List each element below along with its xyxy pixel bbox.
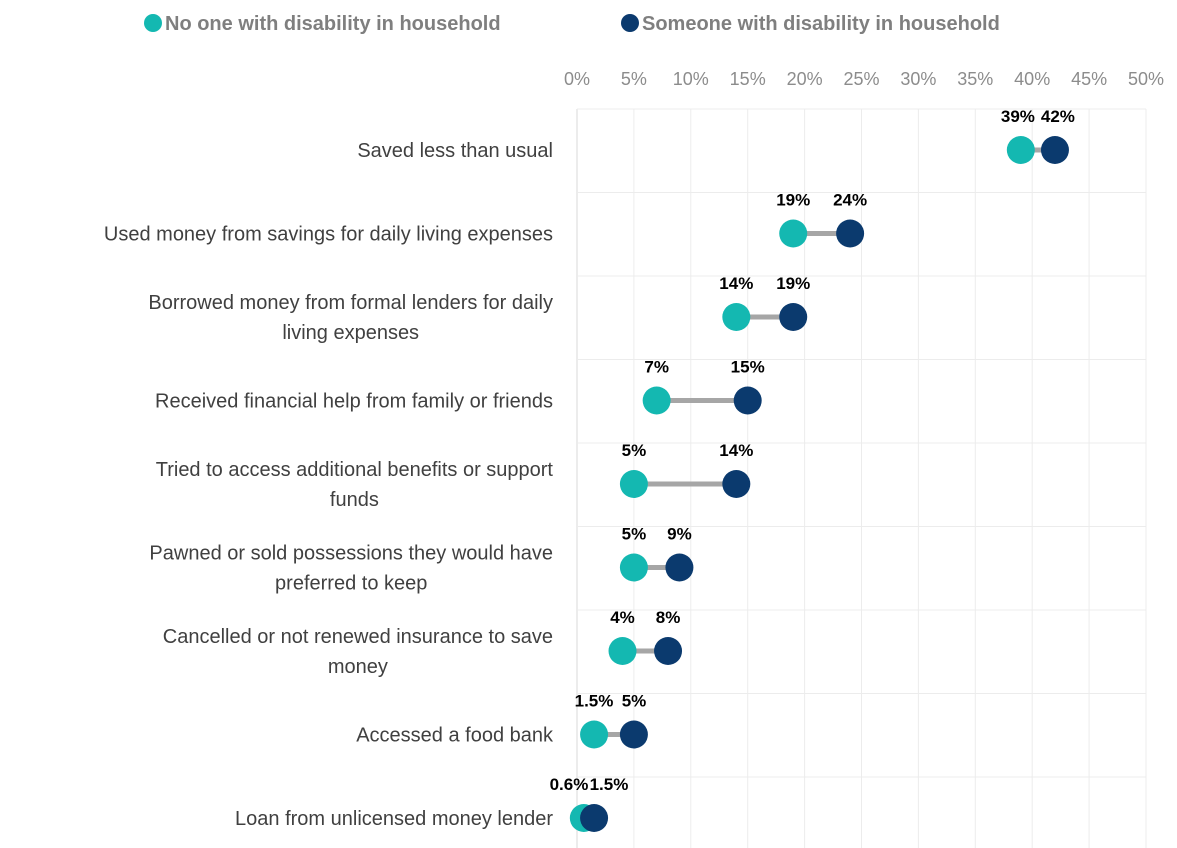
value-label-no-disability: 19% [776, 191, 810, 210]
gridlines [576, 108, 1147, 848]
point-no-disability [722, 303, 751, 331]
category-label: Borrowed money from formal lenders for d… [148, 292, 553, 344]
category-label-line: Cancelled or not renewed insurance to sa… [163, 626, 553, 648]
legend-label-2: Someone with disability in household [642, 13, 1000, 35]
point-no-disability [619, 470, 648, 498]
point-no-disability [580, 720, 609, 749]
category-label-line: money [328, 656, 388, 678]
value-label-with-disability: 1.5% [590, 775, 629, 794]
category-label: Pawned or sold possessions they would ha… [149, 543, 553, 595]
category-label-line: Accessed a food bank [356, 725, 554, 747]
x-tick-label: 0% [564, 69, 590, 89]
category-label-line: Saved less than usual [357, 140, 553, 162]
point-no-disability [779, 219, 808, 248]
x-tick-label: 40% [1014, 69, 1050, 89]
category-label: Saved less than usual [357, 140, 553, 162]
value-label-with-disability: 24% [833, 191, 867, 210]
x-tick-label: 30% [900, 69, 936, 89]
value-label-with-disability: 5% [622, 692, 647, 711]
point-with-disability [580, 804, 609, 832]
value-label-no-disability: 39% [1001, 107, 1035, 126]
value-label-no-disability: 0.6% [550, 775, 589, 794]
value-label-with-disability: 14% [719, 441, 753, 460]
x-tick-label: 15% [730, 69, 766, 89]
x-tick-label: 5% [621, 69, 647, 89]
point-with-disability [665, 553, 694, 582]
category-label-line: Used money from savings for daily living… [104, 224, 553, 246]
category-label: Cancelled or not renewed insurance to sa… [163, 626, 553, 678]
value-label-with-disability: 42% [1041, 107, 1075, 126]
point-no-disability [608, 637, 637, 665]
value-label-no-disability: 4% [610, 608, 635, 627]
value-label-no-disability: 1.5% [575, 692, 614, 711]
value-label-no-disability: 5% [622, 441, 647, 460]
point-no-disability [619, 553, 648, 582]
point-with-disability [722, 470, 751, 498]
legend-marker-2 [621, 14, 639, 32]
value-label-no-disability: 5% [622, 525, 647, 544]
x-tick-label: 20% [787, 69, 823, 89]
x-tick-label: 50% [1128, 69, 1164, 89]
category-label-line: Received financial help from family or f… [155, 391, 553, 413]
data-value-labels: 39% 42% 19% 24% 14% 19% 7% 15% 5% 14% 5% 9% 4% 8% 1.5%… [550, 107, 1075, 794]
value-label-no-disability: 7% [644, 358, 669, 377]
value-label-with-disability: 8% [656, 608, 681, 627]
category-label: Received financial help from family or f… [155, 391, 553, 413]
category-labels: Saved less than usual Used money from sav… [104, 140, 554, 830]
point-with-disability [836, 219, 865, 248]
point-no-disability [1006, 136, 1035, 164]
category-label-line: Tried to access additional benefits or s… [156, 459, 554, 481]
point-with-disability [619, 720, 648, 749]
point-with-disability [654, 637, 683, 665]
x-tick-label: 45% [1071, 69, 1107, 89]
value-label-with-disability: 19% [776, 274, 810, 293]
category-label-line: preferred to keep [275, 573, 427, 595]
category-label-line: living expenses [282, 322, 419, 344]
legend-label-1: No one with disability in household [165, 13, 501, 35]
point-with-disability [733, 386, 762, 415]
point-no-disability [642, 386, 671, 415]
legend-marker-1 [144, 14, 162, 32]
x-tick-label: 25% [843, 69, 879, 89]
category-label-line: Loan from unlicensed money lender [235, 808, 553, 830]
category-label: Accessed a food bank [356, 725, 554, 747]
point-with-disability [1040, 136, 1069, 164]
category-label: Loan from unlicensed money lender [235, 808, 553, 830]
data-points [569, 136, 1069, 832]
category-label-line: funds [330, 489, 379, 511]
category-label-line: Borrowed money from formal lenders for d… [148, 292, 553, 314]
connector-lines [583, 147, 1055, 821]
value-label-with-disability: 15% [731, 358, 765, 377]
category-label: Used money from savings for daily living… [104, 224, 553, 246]
category-label: Tried to access additional benefits or s… [156, 459, 554, 511]
category-label-line: Pawned or sold possessions they would ha… [149, 543, 553, 565]
value-label-no-disability: 14% [719, 274, 753, 293]
x-axis-tick-labels: 0% 5% 10% 15% 20% 25% 30% 35% 40% 45% 50% [564, 69, 1164, 89]
value-label-with-disability: 9% [667, 525, 692, 544]
x-tick-label: 10% [673, 69, 709, 89]
x-tick-label: 35% [957, 69, 993, 89]
legend: No one with disability in household Someo… [144, 13, 1000, 35]
point-with-disability [779, 303, 808, 331]
